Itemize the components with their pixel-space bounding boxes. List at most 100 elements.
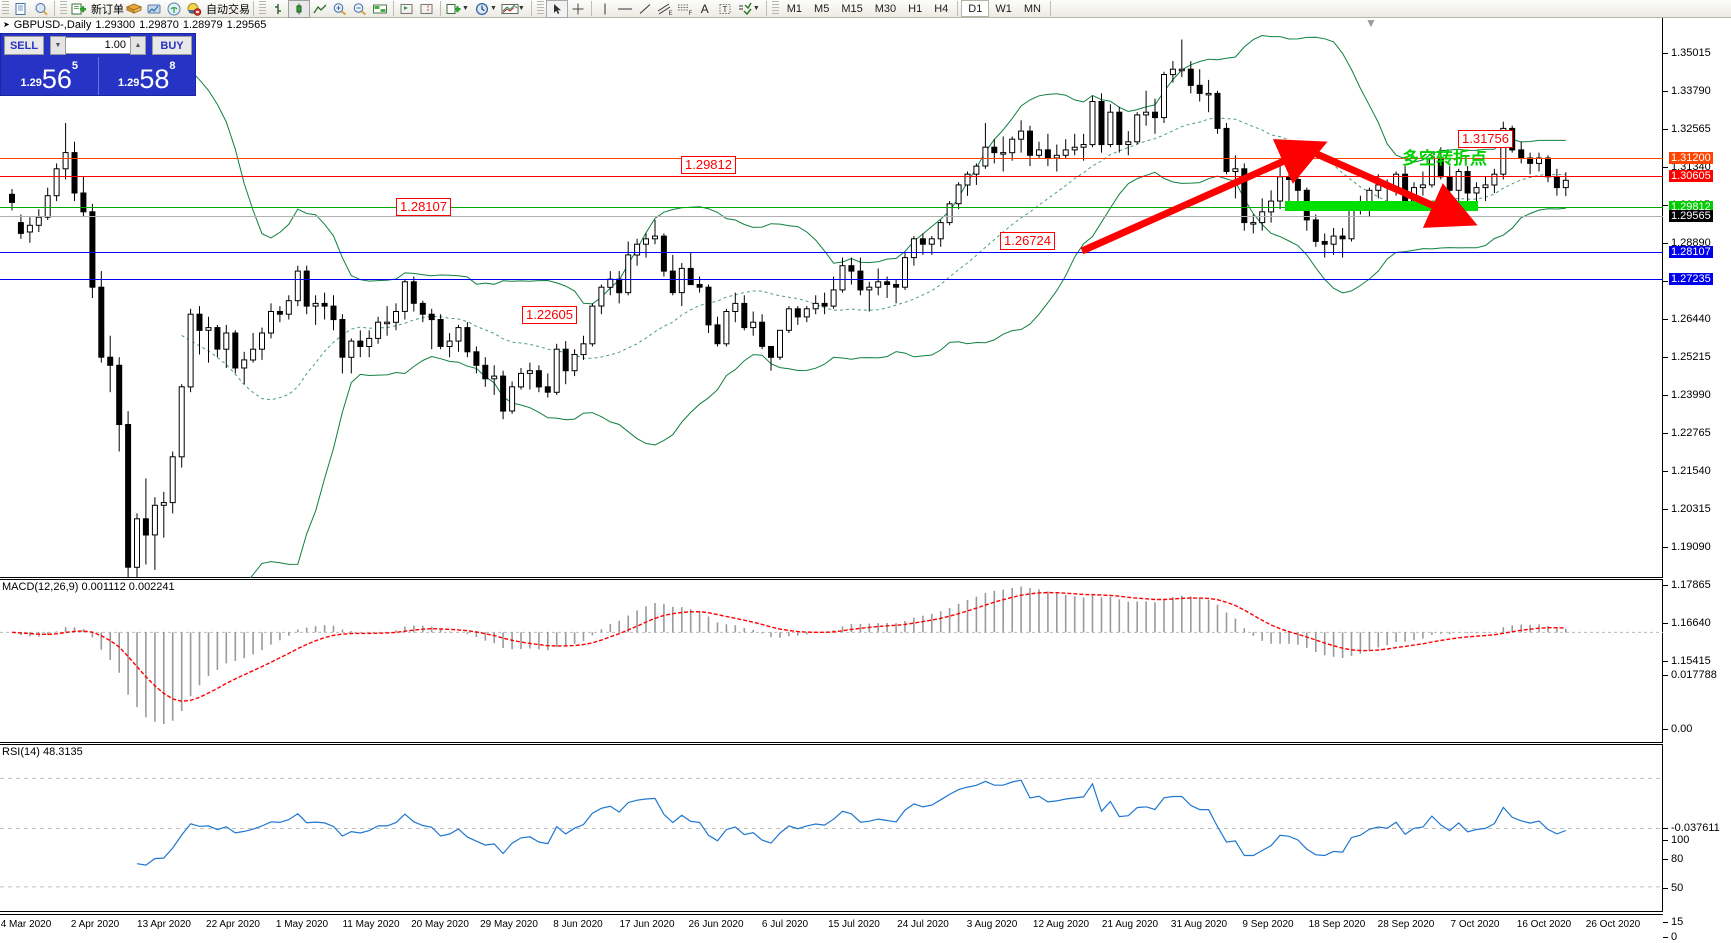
toolbar-separator <box>253 1 254 16</box>
triangle-up-icon[interactable]: ▲ <box>130 36 146 55</box>
zoom-out-icon[interactable] <box>350 1 370 17</box>
period-clock-icon[interactable] <box>472 1 492 17</box>
level-line-resistance-2[interactable] <box>0 176 1663 177</box>
autotrading-icon[interactable] <box>184 1 204 17</box>
level-line-resistance-1[interactable] <box>0 158 1663 159</box>
price-tick <box>1663 547 1668 548</box>
chart-area[interactable]: 1.31756 1.29812 1.28107 1.26724 1.22605 … <box>0 16 1731 943</box>
timeframe-h4[interactable]: H4 <box>934 2 949 15</box>
price-tick <box>1663 243 1668 244</box>
autotrading-label[interactable]: 自动交易 <box>206 3 250 16</box>
time-tick-label: 11 May 2020 <box>342 919 400 930</box>
new-order-icon[interactable] <box>69 1 89 17</box>
level-line-support-1[interactable] <box>0 252 1663 253</box>
templates-icon[interactable] <box>500 1 520 17</box>
objects-list-icon[interactable] <box>735 1 755 17</box>
price-tick-label: 1.32565 <box>1671 123 1711 135</box>
auto-scroll-icon[interactable] <box>370 1 390 17</box>
chevron-down-icon[interactable]: ▼ <box>517 5 525 12</box>
indicators-icon[interactable] <box>444 1 464 17</box>
chart-shift-icon[interactable] <box>397 1 417 17</box>
line-chart-icon[interactable] <box>310 1 330 17</box>
timeframe-mn[interactable]: MN <box>1023 2 1041 15</box>
turning-point-note[interactable]: 多空转折点 <box>1402 149 1487 168</box>
sell-button[interactable]: SELL <box>4 36 44 55</box>
sell-price-quote[interactable]: 1.29 56 5 <box>1 57 98 95</box>
terminal-icon[interactable] <box>144 1 164 17</box>
sell-price-fraction: 5 <box>71 60 79 72</box>
chart-menu-arrow-icon[interactable]: ➤ <box>3 20 10 29</box>
toolbar-grip[interactable] <box>60 1 67 16</box>
chart-end-icon[interactable] <box>417 1 437 17</box>
rsi-plot <box>0 777 1663 888</box>
toolbar-separator <box>54 1 55 16</box>
timeframe-w1[interactable]: W1 <box>995 2 1012 15</box>
chart-search-icon[interactable] <box>31 1 51 17</box>
price-tag-5[interactable]: 1.22605 <box>522 306 577 324</box>
buy-price-quote[interactable]: 1.29 58 8 <box>97 57 196 95</box>
price-highlight-label[interactable]: 1.29565 <box>1669 210 1713 222</box>
timeframe-h1[interactable]: H1 <box>908 2 923 15</box>
timeframe-m5[interactable]: M5 <box>814 2 830 15</box>
price-pane[interactable]: 1.31756 1.29812 1.28107 1.26724 1.22605 … <box>0 16 1663 578</box>
text-icon[interactable]: A <box>700 1 709 16</box>
price-tag-2[interactable]: 1.29812 <box>681 156 736 174</box>
chevron-down-icon[interactable]: ▼ <box>462 5 469 12</box>
timeframe-d1[interactable]: D1 <box>961 0 990 17</box>
fibonacci-icon[interactable]: F <box>675 1 695 17</box>
vertical-line-icon[interactable] <box>595 1 615 17</box>
price-tag-4[interactable]: 1.26724 <box>1000 232 1055 250</box>
price-highlight-label[interactable]: 1.31200 <box>1669 152 1713 164</box>
chevron-down-icon[interactable]: ▼ <box>752 5 760 12</box>
chevron-down-icon[interactable]: ▼ <box>489 5 497 12</box>
price-highlight-label[interactable]: 1.28107 <box>1669 246 1713 258</box>
time-scale-axis[interactable]: 4 Mar 2020 2 Apr 2020 13 Apr 2020 22 Apr 20… <box>0 914 1663 937</box>
toolbar-separator <box>440 1 441 16</box>
price-tag-1[interactable]: 1.31756 <box>1458 130 1513 148</box>
toolbar-grip[interactable] <box>771 1 779 16</box>
price-tick <box>1663 357 1668 358</box>
text-label-icon[interactable]: T <box>715 1 735 17</box>
macd-tick <box>1663 828 1668 829</box>
time-tick-label: 15 Jul 2020 <box>828 919 880 930</box>
price-highlight-label[interactable]: 1.27235 <box>1669 273 1713 285</box>
buy-button[interactable]: BUY <box>152 36 192 55</box>
time-tick-label: 2 Apr 2020 <box>70 919 120 930</box>
rsi-pane[interactable]: RSI(14) 48.3135 <box>0 744 1663 912</box>
toolbar-grip[interactable] <box>536 1 544 16</box>
horizontal-line-icon[interactable] <box>615 1 635 17</box>
level-line-support-2[interactable] <box>0 279 1663 280</box>
equidistant-channel-icon[interactable]: E <box>655 1 675 17</box>
timeframe-m15[interactable]: M15 <box>841 2 863 15</box>
time-tick-label: 28 Sep 2020 <box>1377 919 1435 930</box>
price-tag-3[interactable]: 1.28107 <box>396 198 451 216</box>
wallet-icon[interactable] <box>124 1 144 17</box>
bar-chart-icon[interactable] <box>268 1 288 17</box>
volume-input[interactable]: 1.00 <box>66 37 130 54</box>
timeframe-m1[interactable]: M1 <box>786 2 803 15</box>
price-tick-label: 1.17865 <box>1671 579 1711 591</box>
document-icon[interactable] <box>11 1 31 17</box>
support-zone-marker[interactable] <box>1285 201 1478 211</box>
toolbar-grip[interactable] <box>259 1 266 16</box>
candlestick-chart-icon[interactable] <box>288 0 310 18</box>
price-scale-axis[interactable]: 1.350151.337901.325651.313401.301151.288… <box>1663 35 1731 943</box>
macd-pane[interactable]: MACD(12,26,9) 0.001112 0.002241 <box>0 579 1663 743</box>
cursor-arrow-icon[interactable] <box>545 0 568 18</box>
rsi-tick <box>1663 888 1668 889</box>
new-order-label[interactable]: 新订单 <box>91 3 124 16</box>
crosshair-icon[interactable] <box>568 1 588 17</box>
triangle-down-icon[interactable]: ▼ <box>50 36 66 55</box>
toolbar-grip[interactable] <box>2 1 9 16</box>
zoom-in-icon[interactable] <box>330 1 350 17</box>
timeframe-m30[interactable]: M30 <box>874 2 897 15</box>
trendline-icon[interactable] <box>635 1 655 17</box>
buy-price-prefix: 1.29 <box>117 77 140 89</box>
price-tick-label: 1.20315 <box>1671 503 1711 515</box>
signal-icon[interactable] <box>164 1 184 17</box>
price-highlight-label[interactable]: 1.30605 <box>1669 170 1713 182</box>
time-tick-label: 29 May 2020 <box>480 919 538 930</box>
toolbar-separator <box>765 1 767 16</box>
toolbar-separator <box>957 1 959 16</box>
level-line-pivot[interactable] <box>0 207 1663 208</box>
